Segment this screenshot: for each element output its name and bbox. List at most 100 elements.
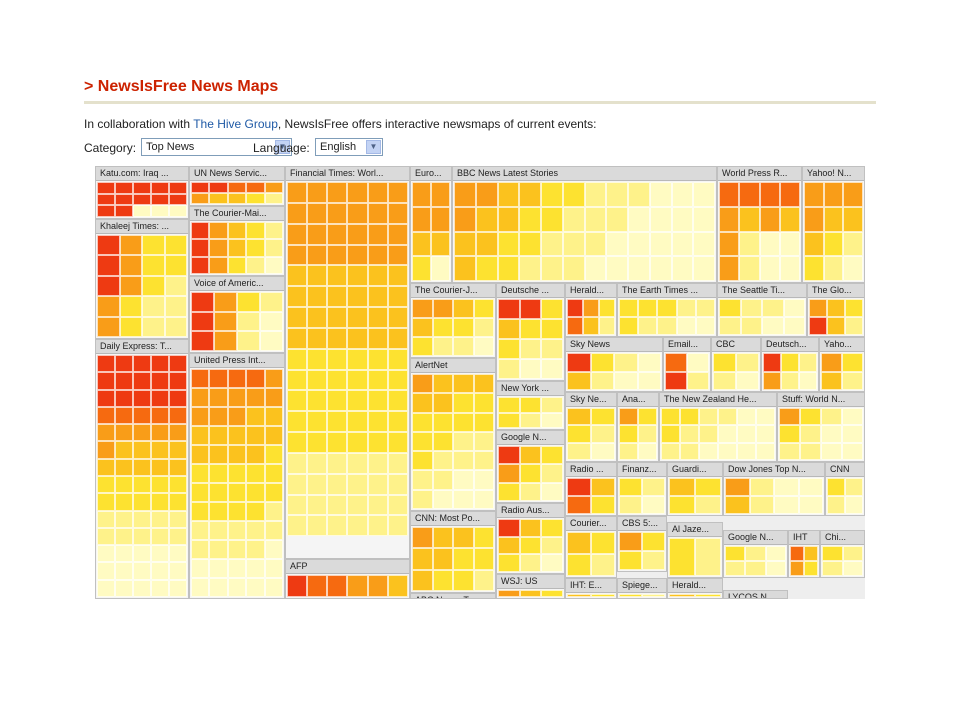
story-tile[interactable] — [246, 540, 265, 559]
story-tile[interactable] — [327, 348, 348, 370]
story-tile[interactable] — [209, 388, 228, 407]
story-tile[interactable] — [498, 446, 520, 465]
story-tile[interactable] — [765, 546, 786, 561]
story-tile[interactable] — [412, 182, 431, 207]
story-tile[interactable] — [412, 318, 433, 337]
story-tile[interactable] — [657, 317, 677, 335]
story-tile[interactable] — [695, 299, 715, 317]
story-tile[interactable] — [809, 317, 827, 335]
story-tile[interactable] — [843, 182, 863, 207]
story-tile[interactable] — [453, 374, 474, 394]
story-tile[interactable] — [497, 206, 520, 232]
story-tile[interactable] — [246, 445, 265, 464]
story-tile[interactable] — [804, 561, 818, 576]
story-tile[interactable] — [498, 359, 520, 379]
story-tile[interactable] — [209, 182, 228, 193]
story-tile[interactable] — [115, 493, 133, 511]
story-tile[interactable] — [671, 231, 694, 257]
story-tile[interactable] — [209, 407, 228, 426]
story-tile[interactable] — [842, 546, 863, 561]
story-tile[interactable] — [591, 442, 615, 460]
story-tile[interactable] — [97, 182, 115, 194]
story-tile[interactable] — [164, 275, 187, 297]
story-tile[interactable] — [214, 292, 237, 312]
story-tile[interactable] — [307, 411, 328, 432]
story-tile[interactable] — [119, 255, 142, 276]
story-tile[interactable] — [638, 442, 657, 460]
story-tile[interactable] — [367, 473, 388, 495]
story-tile[interactable] — [327, 494, 348, 516]
story-tile[interactable] — [473, 527, 494, 549]
story-tile[interactable] — [412, 337, 433, 356]
story-tile[interactable] — [115, 193, 133, 206]
story-tile[interactable] — [209, 521, 228, 540]
story-tile[interactable] — [498, 519, 520, 537]
story-tile[interactable] — [347, 348, 368, 370]
story-tile[interactable] — [745, 561, 766, 576]
story-tile[interactable] — [671, 256, 694, 281]
story-tile[interactable] — [432, 318, 453, 337]
story-tile[interactable] — [671, 206, 694, 232]
story-tile[interactable] — [97, 205, 115, 217]
story-tile[interactable] — [798, 478, 823, 496]
story-tile[interactable] — [680, 425, 699, 443]
story-tile[interactable] — [759, 182, 780, 207]
story-tile[interactable] — [453, 337, 474, 356]
story-tile[interactable] — [642, 496, 665, 514]
story-tile[interactable] — [367, 286, 388, 307]
story-tile[interactable] — [719, 231, 740, 257]
story-tile[interactable] — [845, 496, 863, 514]
story-tile[interactable] — [191, 182, 210, 193]
story-tile[interactable] — [591, 532, 615, 554]
story-tile[interactable] — [115, 458, 133, 476]
story-tile[interactable] — [327, 432, 348, 453]
story-tile[interactable] — [498, 412, 520, 428]
story-tile[interactable] — [498, 590, 520, 597]
story-tile[interactable] — [227, 464, 247, 483]
story-tile[interactable] — [628, 206, 650, 232]
story-tile[interactable] — [453, 299, 474, 318]
story-tile[interactable] — [133, 205, 151, 217]
story-tile[interactable] — [327, 327, 348, 349]
story-tile[interactable] — [606, 256, 628, 281]
story-tile[interactable] — [827, 299, 845, 317]
story-tile[interactable] — [519, 590, 542, 597]
news-source-block[interactable]: The Courier-Mai... — [189, 206, 285, 276]
story-tile[interactable] — [347, 575, 368, 597]
story-tile[interactable] — [115, 545, 133, 563]
story-tile[interactable] — [191, 407, 210, 426]
story-tile[interactable] — [151, 441, 169, 459]
story-tile[interactable] — [367, 202, 388, 224]
story-tile[interactable] — [264, 193, 283, 204]
story-tile[interactable] — [133, 406, 151, 425]
story-tile[interactable] — [164, 255, 187, 276]
story-tile[interactable] — [191, 388, 210, 407]
story-tile[interactable] — [762, 299, 784, 317]
story-tile[interactable] — [432, 337, 453, 356]
story-tile[interactable] — [606, 182, 628, 207]
story-tile[interactable] — [541, 536, 563, 555]
story-tile[interactable] — [519, 536, 542, 555]
story-tile[interactable] — [142, 255, 165, 276]
story-tile[interactable] — [209, 193, 228, 204]
story-tile[interactable] — [693, 256, 715, 281]
news-source-block[interactable]: Deutsche ... — [496, 283, 565, 381]
story-tile[interactable] — [227, 578, 247, 597]
story-tile[interactable] — [387, 182, 408, 203]
story-tile[interactable] — [191, 559, 210, 578]
story-tile[interactable] — [713, 371, 736, 390]
story-tile[interactable] — [367, 411, 388, 432]
story-tile[interactable] — [799, 353, 817, 372]
story-tile[interactable] — [307, 390, 328, 412]
story-tile[interactable] — [133, 545, 151, 563]
story-tile[interactable] — [821, 371, 842, 390]
story-tile[interactable] — [475, 256, 498, 281]
story-tile[interactable] — [567, 478, 591, 496]
story-tile[interactable] — [541, 359, 563, 379]
story-tile[interactable] — [227, 426, 247, 445]
story-tile[interactable] — [473, 548, 494, 570]
story-tile[interactable] — [97, 476, 115, 494]
story-tile[interactable] — [133, 579, 151, 597]
story-tile[interactable] — [169, 193, 187, 206]
story-tile[interactable] — [541, 206, 563, 232]
